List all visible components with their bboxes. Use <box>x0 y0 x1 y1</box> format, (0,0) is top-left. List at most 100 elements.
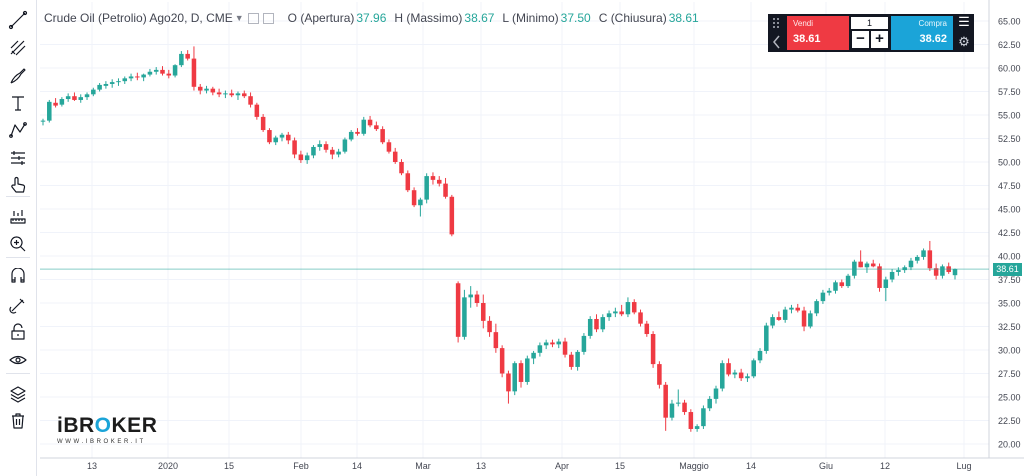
zoom-in-icon[interactable] <box>6 232 30 256</box>
candle-body <box>128 76 134 79</box>
candle-body <box>78 97 84 100</box>
candle-body <box>795 307 801 311</box>
price-tick-label: 22.50 <box>998 416 1021 426</box>
ruler-icon[interactable] <box>6 205 30 229</box>
candle-body <box>927 250 933 269</box>
lock-icon[interactable] <box>6 320 30 344</box>
magnet-icon[interactable] <box>6 266 30 290</box>
sell-button[interactable]: Vendi 38.61 <box>787 16 849 50</box>
eye-icon[interactable] <box>6 348 30 372</box>
candle-body <box>638 312 643 324</box>
candle-body <box>374 125 379 130</box>
candle-body <box>694 426 700 429</box>
candle-body <box>260 116 266 131</box>
time-tick-label: 14 <box>746 461 756 471</box>
price-tick-label: 52.50 <box>998 134 1021 144</box>
logo-text-start: iBR <box>57 414 95 437</box>
text-icon[interactable] <box>6 91 30 115</box>
candle-body <box>682 402 687 413</box>
candle-body <box>839 282 845 287</box>
candle-body <box>216 92 222 95</box>
candle-body <box>600 317 606 330</box>
candle-body <box>556 341 562 345</box>
candle-body <box>267 130 272 143</box>
candle-body <box>613 311 618 314</box>
candle-body <box>650 334 656 365</box>
candle-body <box>147 71 153 75</box>
time-tick-label: 15 <box>224 461 234 471</box>
increase-quantity-button[interactable]: + <box>871 31 888 48</box>
candle-body <box>392 151 398 162</box>
candle-body <box>348 131 354 140</box>
candle-body <box>179 53 184 66</box>
price-tick-label: 45.00 <box>998 205 1021 215</box>
trash-icon[interactable] <box>6 409 30 433</box>
candle-body <box>701 408 706 427</box>
logo-text-accent: O <box>94 414 112 437</box>
open-label: O (Apertura) <box>287 11 355 25</box>
settings-icon[interactable] <box>262 12 274 24</box>
price-tick-label: 30.00 <box>998 346 1021 356</box>
candle-body <box>242 93 247 97</box>
open-value: 37.96 <box>356 11 387 25</box>
candle-body <box>311 146 316 156</box>
buy-button[interactable]: Compra 38.62 <box>891 16 953 50</box>
candle-body <box>499 348 505 374</box>
candle-body <box>411 190 417 206</box>
candle-body <box>845 275 851 287</box>
brush-icon[interactable] <box>6 64 30 88</box>
candle-body <box>896 270 901 272</box>
buy-label: Compra <box>918 19 947 28</box>
candle-body <box>644 323 650 335</box>
crosshair-trend-line-icon[interactable] <box>6 8 30 32</box>
stay-in-drawing-mode-icon[interactable] <box>6 293 30 317</box>
candle-body <box>914 256 920 261</box>
fib-retracement-icon[interactable] <box>6 36 30 60</box>
pattern-icon[interactable] <box>6 118 30 142</box>
candle-body <box>160 69 165 74</box>
layers-icon[interactable] <box>6 382 30 406</box>
time-tick-label: Giu <box>819 461 833 471</box>
candle-body <box>166 73 172 76</box>
candle-body <box>197 86 203 91</box>
symbol-legend: Crude Oil (Petrolio) Ago20, D, CME ▼ O (… <box>44 9 699 27</box>
candle-body <box>53 102 58 106</box>
drag-handle[interactable] <box>768 14 786 52</box>
candle-body <box>625 302 631 315</box>
hand-pointer-icon[interactable] <box>6 173 30 197</box>
candle-body <box>254 104 260 117</box>
candle-body <box>210 88 216 93</box>
candle-body <box>229 93 234 96</box>
decrease-quantity-button[interactable]: − <box>852 31 869 48</box>
candle-body <box>575 351 580 367</box>
prediction-icon[interactable] <box>6 146 30 170</box>
candle-body <box>40 120 46 122</box>
candle-body <box>751 360 756 377</box>
time-tick-label: Maggio <box>679 461 709 471</box>
candle-body <box>342 139 348 152</box>
gear-icon[interactable]: ⚙ <box>958 34 970 49</box>
quantity-input[interactable]: 1 <box>851 17 888 29</box>
buy-price: 38.62 <box>919 33 947 45</box>
candle-body <box>908 260 914 268</box>
hide-icon[interactable] <box>247 12 259 24</box>
candle-body <box>877 266 882 288</box>
hamburger-menu-icon[interactable]: ☰ <box>958 14 970 29</box>
symbol-title[interactable]: Crude Oil (Petrolio) Ago20, D, CME <box>44 11 233 25</box>
candle-body <box>449 196 455 235</box>
candle-body <box>720 363 725 389</box>
price-tick-label: 42.50 <box>998 228 1021 238</box>
drawing-toolbar <box>0 0 37 476</box>
candle-body <box>430 176 436 180</box>
chevron-down-icon[interactable]: ▼ <box>234 13 244 23</box>
candle-body <box>487 320 492 333</box>
candle-body <box>72 96 77 100</box>
candle-body <box>223 93 228 95</box>
back-chevron-icon[interactable] <box>768 14 786 52</box>
candle-body <box>153 69 159 72</box>
time-tick-label: Apr <box>555 461 569 471</box>
candle-body <box>103 83 109 86</box>
price-tick-label: 50.00 <box>998 158 1021 168</box>
sell-price: 38.61 <box>793 33 821 45</box>
